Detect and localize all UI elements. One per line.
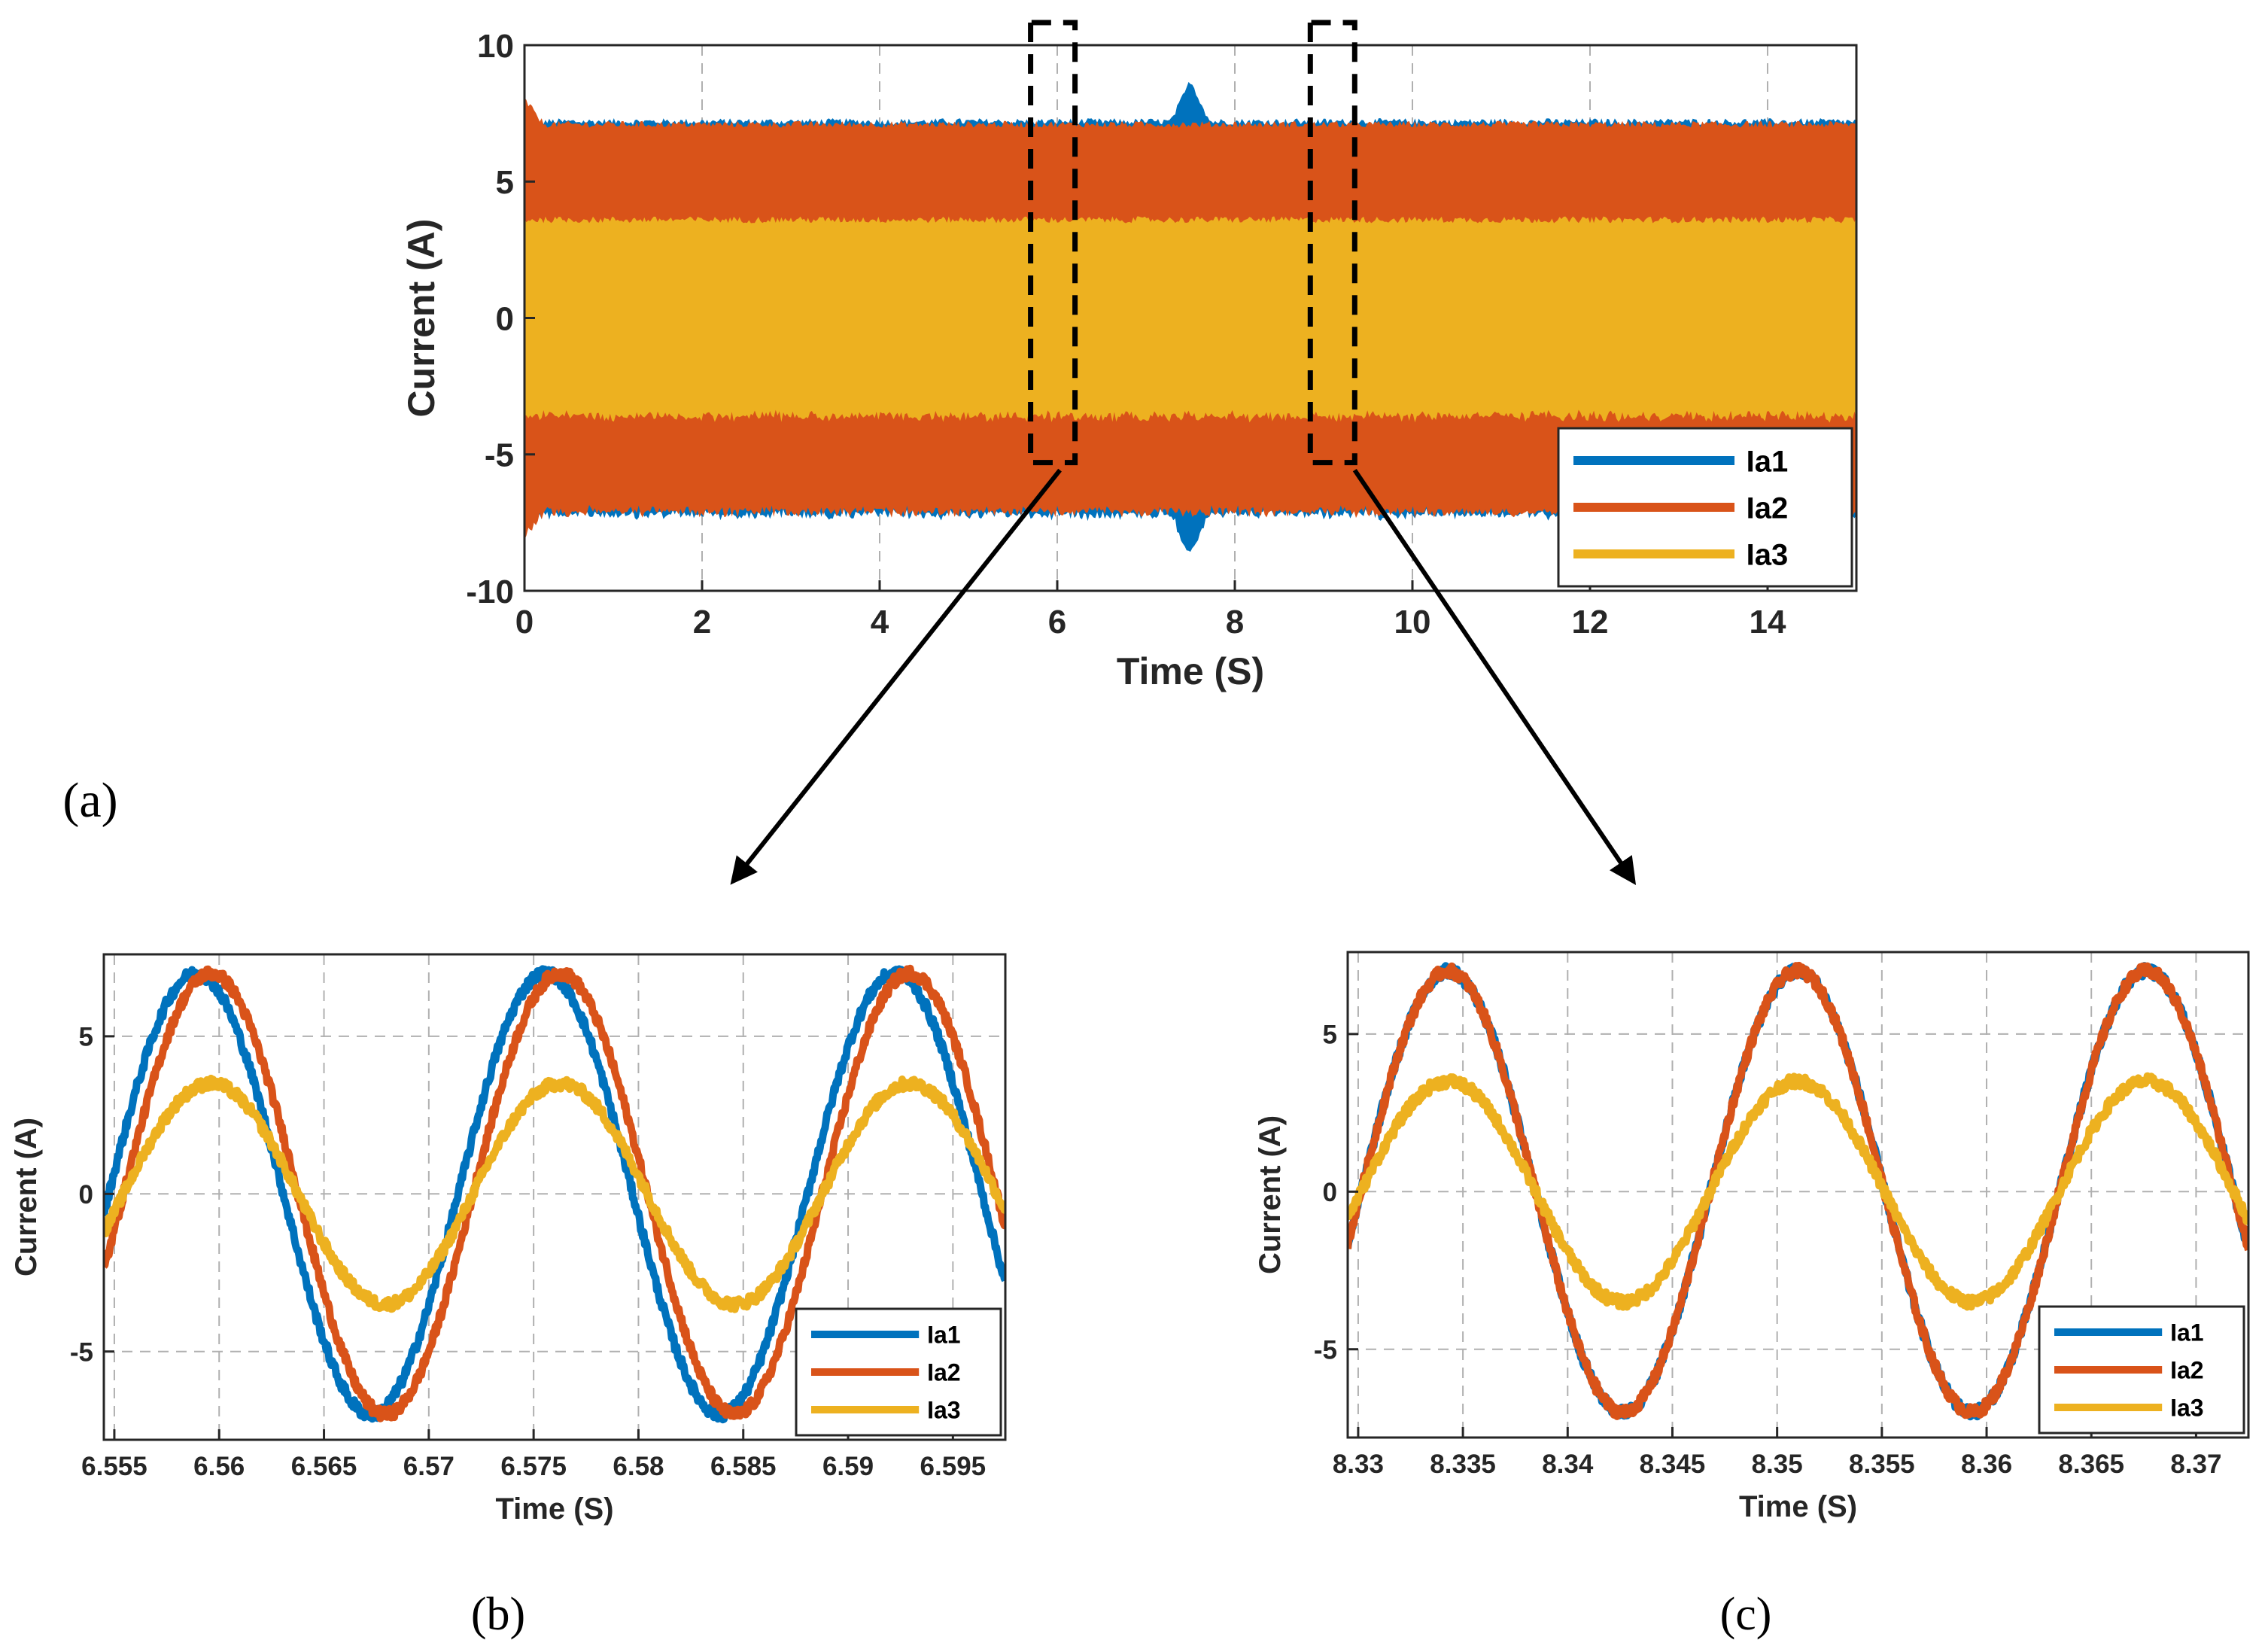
y-tick-label: 0 — [79, 1180, 93, 1209]
x-tick-label: 8.355 — [1849, 1450, 1915, 1479]
axes-box — [102, 953, 1007, 1441]
series-layer — [1348, 961, 2248, 1421]
legend-label-ia3: Ia3 — [1747, 538, 1789, 571]
zoom-box — [1307, 20, 1357, 466]
x-tick-label: 8.33 — [1333, 1450, 1384, 1479]
y-tick-label: 0 — [496, 300, 514, 337]
x-tick-label: 8.37 — [2170, 1450, 2221, 1479]
series-ia3-band — [524, 216, 1856, 423]
panel-caption-b: (b) — [471, 1589, 525, 1640]
x-tick-label: 12 — [1572, 604, 1609, 640]
legend: Ia1 Ia2 Ia3 — [1557, 427, 1853, 588]
x-tick-label: 8 — [1226, 604, 1244, 640]
axes-box — [1346, 951, 2250, 1439]
zoom-arrow — [730, 468, 1062, 885]
y-tick-label: 0 — [1323, 1178, 1337, 1207]
panel-caption-a: (a) — [62, 773, 117, 828]
x-tick-label: 8.35 — [1752, 1450, 1803, 1479]
y-axis-label: Current (A) — [1254, 1115, 1287, 1274]
series-ia2-line — [104, 964, 1005, 1422]
series-ia3-line — [104, 1074, 1005, 1313]
grid — [1348, 952, 2248, 1438]
legend-label-ia2: Ia2 — [927, 1359, 960, 1386]
legend-label-ia1: Ia1 — [927, 1322, 960, 1349]
x-axis-label: Time (S) — [1117, 650, 1264, 692]
x-tick-label: 8.365 — [2058, 1450, 2124, 1479]
x-tick-label: 8.335 — [1430, 1450, 1496, 1479]
y-tick-label: -5 — [1314, 1335, 1337, 1365]
legend: Ia1 Ia2 Ia3 — [2038, 1305, 2245, 1435]
series-layer — [104, 964, 1005, 1424]
x-tick-label: 6.59 — [822, 1452, 874, 1481]
x-tick-label: 8.36 — [1961, 1450, 2012, 1479]
x-tick-label: 14 — [1750, 604, 1786, 640]
y-tick-label: -5 — [70, 1337, 93, 1367]
zoom-arrow — [1352, 468, 1637, 885]
zoom-box — [1028, 20, 1078, 466]
panel-c: 8.33 8.335 8.34 8.345 8.35 8.355 8.36 8.365 8.37… — [1254, 951, 2250, 1640]
y-tick-label: -5 — [485, 437, 514, 474]
series-ia3-line — [1348, 1072, 2248, 1311]
y-axis-label: Current (A) — [10, 1118, 43, 1276]
y-tick-label: 5 — [79, 1022, 93, 1051]
x-axis-label: Time (S) — [1739, 1490, 1857, 1523]
x-tick-label: 2 — [693, 604, 711, 640]
x-tick-label: 6.555 — [81, 1452, 147, 1481]
x-tick-label: 6 — [1048, 604, 1066, 640]
legend-label-ia3: Ia3 — [927, 1397, 960, 1424]
panel-caption-c: (c) — [1720, 1589, 1772, 1640]
x-tick-label: 6.585 — [710, 1452, 777, 1481]
x-axis-label: Time (S) — [495, 1492, 613, 1526]
panel-a: 0 2 4 6 8 10 12 14 -10 -5 0 5 10 Time (S) Current (A) I… — [62, 28, 1858, 828]
series-ia2-line — [1348, 961, 2248, 1420]
legend-label-ia1: Ia1 — [2170, 1319, 2203, 1346]
series-layer — [524, 81, 1856, 552]
x-tick-label: 6.57 — [403, 1452, 455, 1481]
legend-label-ia3: Ia3 — [2170, 1395, 2203, 1422]
legend-label-ia2: Ia2 — [2170, 1357, 2203, 1384]
y-tick-label: 5 — [496, 164, 514, 201]
x-tick-label: 8.345 — [1640, 1450, 1706, 1479]
legend: Ia1 Ia2 Ia3 — [795, 1307, 1002, 1437]
x-tick-label: 6.56 — [193, 1452, 245, 1481]
x-tick-label: 8.34 — [1542, 1450, 1594, 1479]
x-tick-label: 6.575 — [500, 1452, 567, 1481]
x-tick-label: 0 — [515, 604, 534, 640]
legend-label-ia1: Ia1 — [1747, 445, 1789, 478]
x-tick-label: 10 — [1394, 604, 1431, 640]
x-tick-label: 6.58 — [613, 1452, 664, 1481]
legend-label-ia2: Ia2 — [1747, 491, 1789, 525]
y-axis-label: Current (A) — [400, 219, 442, 418]
y-tick-label: 5 — [1323, 1020, 1337, 1049]
y-tick-label: -10 — [466, 574, 514, 610]
panel-b: 6.555 6.56 6.565 6.57 6.575 6.58 6.585 6.59 6.59… — [10, 953, 1007, 1640]
zoom-annotations — [730, 20, 1637, 885]
x-tick-label: 4 — [871, 604, 889, 640]
x-tick-label: 6.595 — [920, 1452, 987, 1481]
y-tick-label: 10 — [477, 28, 514, 65]
x-tick-label: 6.565 — [291, 1452, 357, 1481]
